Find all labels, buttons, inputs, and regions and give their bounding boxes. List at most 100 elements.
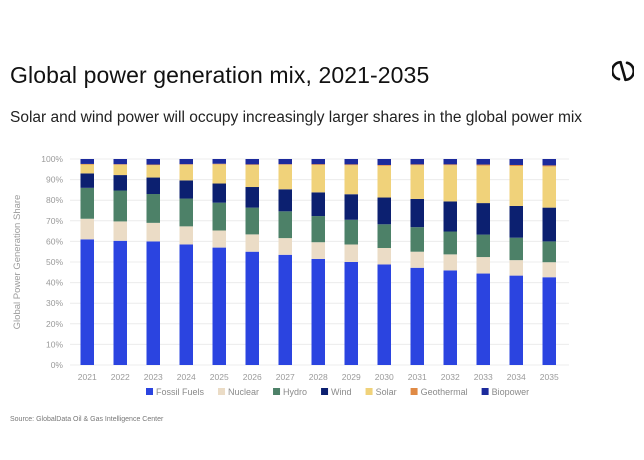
bar-segment-geothermal <box>278 164 292 165</box>
bar-segment-geothermal <box>179 164 193 165</box>
y-tick-label: 80% <box>46 195 63 205</box>
bar-segment-wind <box>179 180 193 199</box>
bar-segment-biopower <box>509 159 523 165</box>
bar-segment-fossil-fuels <box>113 240 127 365</box>
bar-segment-nuclear <box>542 262 556 278</box>
x-tick-label: 2035 <box>540 372 559 382</box>
bar-segment-geothermal <box>146 164 160 166</box>
y-tick-label: 20% <box>46 319 63 329</box>
legend-item-biopower: Biopower <box>481 387 530 397</box>
bar-segment-fossil-fuels <box>245 251 259 365</box>
y-tick-label: 40% <box>46 278 63 288</box>
bars <box>80 159 556 365</box>
bar-segment-nuclear <box>410 251 424 268</box>
bar-segment-fossil-fuels <box>443 270 457 365</box>
bar-segment-nuclear <box>476 257 490 274</box>
bar-segment-fossil-fuels <box>278 254 292 365</box>
bar-segment-hydro <box>278 211 292 239</box>
chart-subtitle: Solar and wind power will occupy increas… <box>10 109 583 126</box>
bar-segment-geothermal <box>212 163 226 165</box>
bar-segment-hydro <box>245 207 259 235</box>
x-tick-label: 2022 <box>111 372 130 382</box>
bar-segment-fossil-fuels <box>179 244 193 365</box>
bar-segment-biopower <box>377 159 391 165</box>
legend-item-hydro: Hydro <box>273 387 307 397</box>
bar-segment-solar <box>80 164 94 174</box>
legend-item-nuclear: Nuclear <box>218 387 259 397</box>
legend: Fossil Fuels Nuclear Hydro Wind Solar Geother… <box>146 387 529 397</box>
bar-segment-geothermal <box>443 164 457 166</box>
bar-stack-2025 <box>212 159 226 365</box>
bar-segment-fossil-fuels <box>344 262 358 365</box>
bar-segment-biopower <box>113 159 127 165</box>
bar-segment-biopower <box>146 159 160 165</box>
bar-segment-hydro <box>410 227 424 252</box>
legend-swatch <box>410 388 418 395</box>
bar-segment-wind <box>410 198 424 228</box>
bar-segment-hydro <box>443 231 457 255</box>
bar-segment-wind <box>476 203 490 235</box>
bar-segment-solar <box>113 164 127 176</box>
chart-title: Global power generation mix, 2021-2035 <box>10 62 430 88</box>
bar-segment-nuclear <box>344 244 358 262</box>
bar-segment-biopower <box>212 159 226 164</box>
bar-segment-solar <box>311 164 325 193</box>
bar-segment-nuclear <box>113 221 127 241</box>
bar-segment-solar <box>278 164 292 190</box>
x-tick-label: 2031 <box>408 372 427 382</box>
y-tick-label: 50% <box>46 257 63 267</box>
bar-segment-wind <box>113 175 127 191</box>
x-tick-label: 2034 <box>507 372 526 382</box>
bar-segment-biopower <box>278 159 292 165</box>
bar-segment-geothermal <box>344 164 358 166</box>
bar-segment-solar <box>146 165 160 178</box>
bar-segment-fossil-fuels <box>146 241 160 365</box>
bar-stack-2023 <box>146 159 160 365</box>
bar-stack-2029 <box>344 159 358 365</box>
bar-segment-nuclear <box>212 230 226 248</box>
legend-swatch <box>321 388 329 395</box>
bar-segment-solar <box>509 166 523 206</box>
bar-segment-hydro <box>476 234 490 258</box>
legend-item-geothermal: Geothermal <box>410 387 468 397</box>
x-tick-label: 2028 <box>309 372 328 382</box>
x-tick-label: 2033 <box>474 372 493 382</box>
bar-stack-2032 <box>443 159 457 365</box>
bar-segment-wind <box>245 187 259 208</box>
x-tick-label: 2026 <box>243 372 262 382</box>
bar-stack-2030 <box>377 159 391 365</box>
stacked-bar-chart: 0% 10% 20% 30% 40% 50% 60% 70% 80% 90% 100% Global… <box>12 154 569 397</box>
bar-segment-geothermal <box>410 164 424 166</box>
legend-label: Nuclear <box>228 387 259 397</box>
y-tick-label: 30% <box>46 298 63 308</box>
bar-segment-biopower <box>410 159 424 165</box>
x-tick-label: 2027 <box>276 372 295 382</box>
bar-stack-2028 <box>311 159 325 365</box>
globaldata-logo-icon <box>612 60 634 82</box>
bar-stack-2035 <box>542 159 556 365</box>
y-tick-label: 90% <box>46 175 63 185</box>
bar-segment-hydro <box>509 237 523 261</box>
y-tick-label: 0% <box>51 360 64 370</box>
bar-segment-nuclear <box>311 242 325 259</box>
bar-segment-nuclear <box>278 238 292 255</box>
bar-segment-geothermal <box>509 164 523 167</box>
legend-item-solar: Solar <box>365 387 397 397</box>
bar-segment-fossil-fuels <box>476 273 490 365</box>
bar-segment-solar <box>410 165 424 199</box>
x-tick-label: 2023 <box>144 372 163 382</box>
bar-segment-nuclear <box>245 234 259 252</box>
x-axis-ticks: 2021 2022 2023 2024 2025 2026 2027 2028 2029 2030… <box>78 372 559 382</box>
y-tick-label: 10% <box>46 339 63 349</box>
bar-segment-biopower <box>344 159 358 165</box>
legend-label: Biopower <box>492 387 530 397</box>
legend-item-fossil-fuels: Fossil Fuels <box>146 387 205 397</box>
x-tick-label: 2032 <box>441 372 460 382</box>
bar-segment-hydro <box>344 219 358 245</box>
legend-label: Hydro <box>283 387 307 397</box>
bar-segment-fossil-fuels <box>377 264 391 365</box>
bar-segment-solar <box>179 164 193 181</box>
bar-segment-solar <box>344 165 358 195</box>
bar-stack-2027 <box>278 159 292 365</box>
bar-segment-wind <box>542 207 556 242</box>
